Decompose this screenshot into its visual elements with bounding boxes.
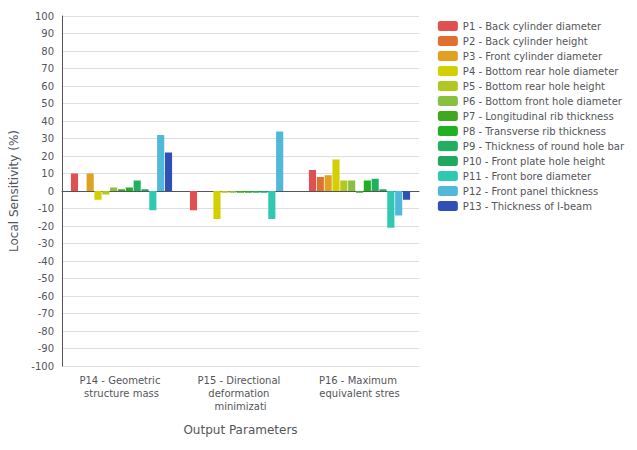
svg-text:P12 - Front panel thickness: P12 - Front panel thickness bbox=[463, 186, 598, 197]
svg-text:0: 0 bbox=[48, 186, 54, 197]
svg-text:-100: -100 bbox=[31, 361, 54, 372]
svg-text:-90: -90 bbox=[38, 343, 54, 354]
svg-text:P13 - Thickness of I-beam: P13 - Thickness of I-beam bbox=[463, 201, 592, 212]
svg-text:P16 - Maximum: P16 - Maximum bbox=[319, 375, 400, 386]
svg-text:-50: -50 bbox=[38, 273, 54, 284]
svg-text:P4 - Bottom rear hole diameter: P4 - Bottom rear hole diameter bbox=[463, 66, 619, 77]
svg-text:P3 - Front cylinder diameter: P3 - Front cylinder diameter bbox=[463, 51, 603, 62]
svg-text:-20: -20 bbox=[38, 221, 54, 232]
svg-text:90: 90 bbox=[41, 28, 54, 39]
svg-text:P8 - Transverse rib thickness: P8 - Transverse rib thickness bbox=[463, 126, 606, 137]
svg-text:P1 - Back cylinder diameter: P1 - Back cylinder diameter bbox=[463, 21, 602, 32]
svg-text:70: 70 bbox=[41, 63, 54, 74]
svg-text:-40: -40 bbox=[38, 256, 54, 267]
svg-text:50: 50 bbox=[41, 98, 54, 109]
svg-text:P11 - Front bore diameter: P11 - Front bore diameter bbox=[463, 171, 592, 182]
svg-text:-60: -60 bbox=[38, 291, 54, 302]
svg-text:100: 100 bbox=[35, 11, 54, 22]
svg-text:40: 40 bbox=[41, 116, 54, 127]
svg-text:10: 10 bbox=[41, 168, 54, 179]
svg-text:minimizati: minimizati bbox=[214, 401, 266, 412]
svg-text:60: 60 bbox=[41, 81, 54, 92]
svg-text:-80: -80 bbox=[38, 326, 54, 337]
svg-text:P15 - Directional: P15 - Directional bbox=[198, 375, 284, 386]
svg-text:P14 - Geometric: P14 - Geometric bbox=[79, 375, 163, 386]
svg-text:-30: -30 bbox=[38, 238, 54, 249]
svg-text:Output Parameters: Output Parameters bbox=[183, 423, 297, 437]
svg-text:structure mass: structure mass bbox=[84, 388, 159, 399]
svg-text:30: 30 bbox=[41, 133, 54, 144]
svg-text:-10: -10 bbox=[38, 203, 54, 214]
svg-text:P5 - Bottom rear hole height: P5 - Bottom rear hole height bbox=[463, 81, 605, 92]
svg-text:P6 - Bottom front hole diamete: P6 - Bottom front hole diameter bbox=[463, 96, 623, 107]
svg-text:80: 80 bbox=[41, 46, 54, 57]
svg-text:P10 - Front plate hole height: P10 - Front plate hole height bbox=[463, 156, 605, 167]
svg-text:P2 - Back cylinder height: P2 - Back cylinder height bbox=[463, 36, 588, 47]
svg-text:P9 - Thickness of round hole b: P9 - Thickness of round hole bar bbox=[463, 141, 625, 152]
svg-text:20: 20 bbox=[41, 151, 54, 162]
svg-text:Local Sensitivity (%): Local Sensitivity (%) bbox=[7, 130, 21, 252]
svg-text:P7 - Longitudinal rib thicknes: P7 - Longitudinal rib thickness bbox=[463, 111, 614, 122]
svg-text:-70: -70 bbox=[38, 308, 54, 319]
svg-text:deformation: deformation bbox=[208, 388, 272, 399]
svg-text:equivalent stres: equivalent stres bbox=[319, 388, 399, 399]
